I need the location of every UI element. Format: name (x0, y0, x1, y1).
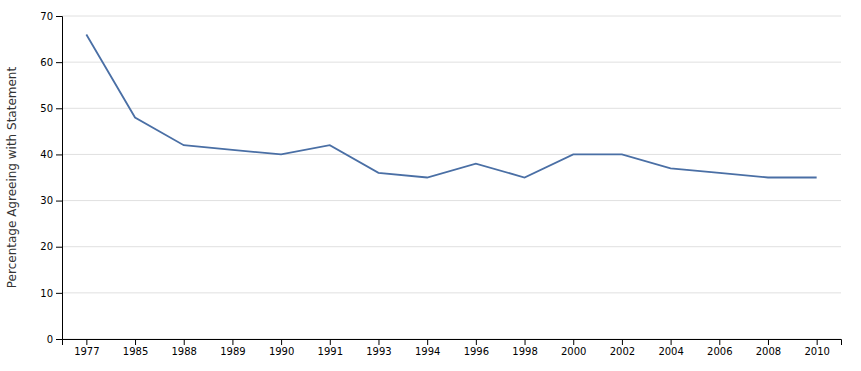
chart: 1977 1985 1988 1989 1990 1991 1993 1994 1996 1998… (0, 0, 861, 371)
y-tick-label: 10 (40, 288, 53, 299)
x-tick-mark (817, 339, 818, 345)
x-tick-label: 1985 (123, 346, 148, 357)
y-tick: 0 (47, 334, 62, 345)
x-tick: 1990 (269, 339, 294, 357)
y-tick: 50 (40, 103, 62, 114)
y-tick-mark (56, 62, 62, 63)
x-tick-mark (86, 339, 87, 345)
x-tick-label: 1996 (464, 346, 489, 357)
x-axis: 1977 1985 1988 1989 1990 1991 1993 1994 1996 1998… (63, 339, 842, 357)
x-tick: 1991 (318, 339, 343, 357)
y-tick-label: 60 (40, 57, 53, 68)
x-tick-label: 1998 (512, 346, 537, 357)
grid-line (62, 108, 841, 109)
x-tick-mark (135, 339, 136, 345)
grid-line (62, 292, 841, 293)
x-tick-mark (232, 339, 233, 345)
x-tick: 1993 (366, 339, 391, 357)
x-tick-mark (427, 339, 428, 345)
x-tick-mark (378, 339, 379, 345)
y-tick-label: 70 (40, 11, 53, 22)
y-tick: 20 (40, 241, 62, 252)
y-tick: 40 (40, 149, 62, 160)
x-tick-mark (768, 339, 769, 345)
y-tick-mark (56, 16, 62, 17)
x-tick-label: 2002 (610, 346, 635, 357)
x-tick: 1998 (512, 339, 537, 357)
x-tick: 2004 (658, 339, 683, 357)
y-tick-mark (56, 201, 62, 202)
x-tick: 2002 (610, 339, 635, 357)
x-tick-label: 2010 (804, 346, 829, 357)
line (86, 34, 816, 177)
y-tick-label: 40 (40, 149, 53, 160)
y-tick-label: 0 (47, 334, 53, 345)
y-tick: 10 (40, 288, 62, 299)
x-tick-mark (671, 339, 672, 345)
x-tick: 1977 (74, 339, 99, 357)
x-tick-label: 2000 (561, 346, 586, 357)
x-tick-mark (525, 339, 526, 345)
y-axis-title: Percentage Agreeing with Statement (5, 67, 19, 289)
x-tick-label: 1991 (318, 346, 343, 357)
y-axis: 0 10 20 30 40 50 60 70 (40, 11, 62, 345)
marks (86, 34, 816, 177)
y-tick: 60 (40, 57, 62, 68)
y-tick-mark (56, 108, 62, 109)
x-tick: 2000 (561, 339, 586, 357)
x-tick-mark (476, 339, 477, 345)
y-tick: 70 (40, 11, 62, 22)
plot-area: 1977 1985 1988 1989 1990 1991 1993 1994 1996 1998… (40, 11, 841, 357)
y-tick-mark (56, 293, 62, 294)
x-tick: 1994 (415, 339, 440, 357)
x-tick-mark (573, 339, 574, 345)
y-tick-label: 20 (40, 241, 53, 252)
x-tick: 1989 (220, 339, 245, 357)
y-tick: 30 (40, 195, 62, 206)
x-tick-label: 2004 (658, 346, 683, 357)
grid-line (62, 200, 841, 201)
grid-line (62, 154, 841, 155)
x-tick-mark (281, 339, 282, 345)
x-tick-label: 1990 (269, 346, 294, 357)
grid-line (62, 16, 841, 17)
x-tick-label: 1977 (74, 346, 99, 357)
x-tick: 1996 (464, 339, 489, 357)
x-tick: 2008 (756, 339, 781, 357)
grid (62, 16, 841, 339)
y-tick-label: 30 (40, 195, 53, 206)
x-tick-label: 1988 (171, 346, 196, 357)
x-tick: 2010 (804, 339, 829, 357)
y-tick-label: 50 (40, 103, 53, 114)
x-tick-label: 1993 (366, 346, 391, 357)
y-tick-mark (56, 154, 62, 155)
x-tick-label: 1994 (415, 346, 440, 357)
x-tick-mark (719, 339, 720, 345)
x-tick-label: 1989 (220, 346, 245, 357)
x-tick-label: 2006 (707, 346, 732, 357)
grid-line (62, 246, 841, 247)
y-tick-mark (56, 247, 62, 248)
x-tick: 2006 (707, 339, 732, 357)
y-tick-mark (56, 339, 62, 340)
x-tick: 1985 (123, 339, 148, 357)
x-tick-label: 2008 (756, 346, 781, 357)
x-tick-mark (330, 339, 331, 345)
y-axis-line (56, 17, 63, 340)
x-tick: 1988 (171, 339, 196, 357)
x-axis-line (63, 340, 842, 346)
grid-line (62, 62, 841, 63)
x-tick-mark (622, 339, 623, 345)
x-tick-mark (184, 339, 185, 345)
